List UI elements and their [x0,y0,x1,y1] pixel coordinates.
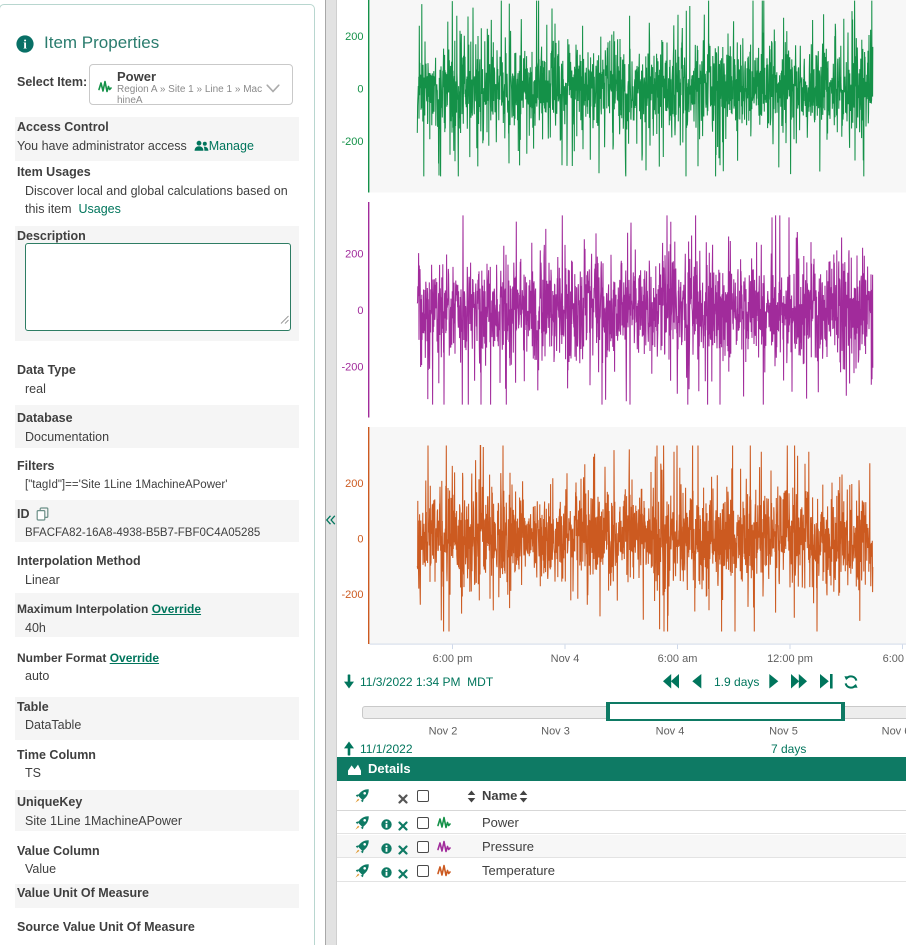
svg-text:0: 0 [357,84,363,96]
svg-text:-200: -200 [341,362,363,374]
svg-text:Nov 5: Nov 5 [769,726,798,738]
svg-text:i: i [23,36,27,51]
svg-text:6:00 am: 6:00 am [658,653,698,665]
svg-text:-200: -200 [341,136,363,148]
svg-text:-200: -200 [341,589,363,601]
svg-text:0: 0 [357,534,363,546]
svg-text:200: 200 [345,31,363,43]
svg-text:Nov 3: Nov 3 [541,726,570,738]
svg-text:Nov 2: Nov 2 [429,726,458,738]
svg-text:200: 200 [345,478,363,490]
svg-text:Nov 6: Nov 6 [882,726,906,738]
svg-text:Nov 4: Nov 4 [551,653,580,665]
svg-text:200: 200 [345,249,363,261]
svg-text:12:00 pm: 12:00 pm [767,653,813,665]
svg-text:Nov 4: Nov 4 [656,726,685,738]
svg-text:6:00 pm: 6:00 pm [433,653,473,665]
svg-text:0: 0 [357,305,363,317]
svg-text:6:00 pm: 6:00 pm [883,653,906,665]
